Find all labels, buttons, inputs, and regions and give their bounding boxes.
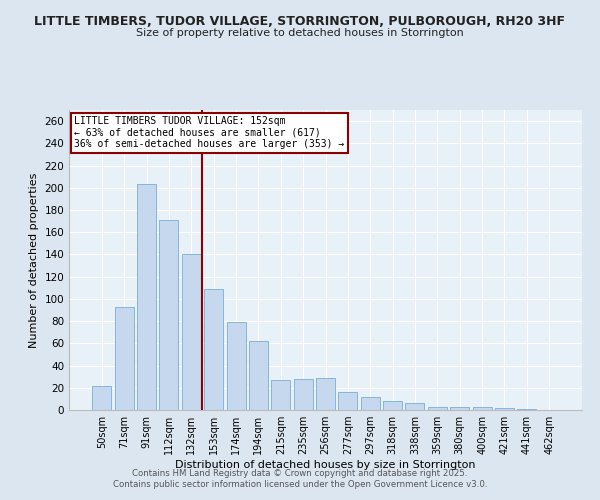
Bar [115, 306, 134, 410]
Bar [517, 409, 536, 410]
Bar [249, 341, 268, 410]
Bar [137, 184, 156, 410]
Bar [383, 401, 402, 410]
Bar [428, 406, 447, 410]
Bar [271, 380, 290, 410]
Bar [316, 378, 335, 410]
Bar [160, 220, 178, 410]
Y-axis label: Number of detached properties: Number of detached properties [29, 172, 39, 348]
Bar [204, 289, 223, 410]
Text: Contains HM Land Registry data © Crown copyright and database right 2025.: Contains HM Land Registry data © Crown c… [132, 468, 468, 477]
Bar [495, 408, 514, 410]
Bar [92, 386, 112, 410]
X-axis label: Distribution of detached houses by size in Storrington: Distribution of detached houses by size … [175, 460, 476, 470]
Text: LITTLE TIMBERS, TUDOR VILLAGE, STORRINGTON, PULBOROUGH, RH20 3HF: LITTLE TIMBERS, TUDOR VILLAGE, STORRINGT… [35, 15, 566, 28]
Bar [406, 404, 424, 410]
Bar [293, 379, 313, 410]
Bar [182, 254, 201, 410]
Bar [361, 396, 380, 410]
Bar [473, 406, 491, 410]
Text: Contains public sector information licensed under the Open Government Licence v3: Contains public sector information licen… [113, 480, 487, 489]
Bar [450, 406, 469, 410]
Text: Size of property relative to detached houses in Storrington: Size of property relative to detached ho… [136, 28, 464, 38]
Bar [338, 392, 358, 410]
Text: LITTLE TIMBERS TUDOR VILLAGE: 152sqm
← 63% of detached houses are smaller (617)
: LITTLE TIMBERS TUDOR VILLAGE: 152sqm ← 6… [74, 116, 344, 149]
Bar [227, 322, 245, 410]
